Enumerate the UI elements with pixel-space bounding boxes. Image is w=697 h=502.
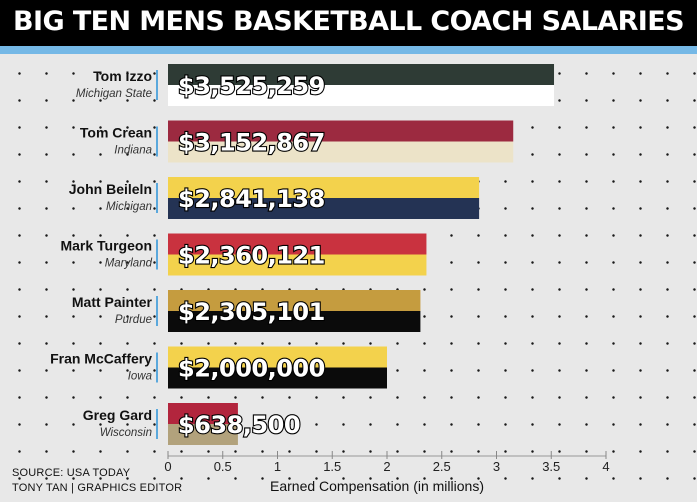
bar-bottom-4 [168,311,421,332]
salary-label-3: $2,360,121 [178,242,325,270]
x-tick-label-3: 1.5 [323,459,341,474]
school-name-6: Wisconsin [100,427,152,439]
x-tick-label-7: 3.5 [542,459,560,474]
x-tick-label-8: 4 [602,459,609,474]
x-tick-label-5: 2.5 [433,459,451,474]
bar-top-2 [168,177,480,198]
author-credit: TONY TAN | GRAPHICS EDITOR [12,482,183,494]
x-axis-title: Earned Compensation (in millions) [270,478,484,494]
bar-bottom-3 [168,254,427,276]
bar-bottom-1 [168,141,514,163]
x-tick-label-1: 0.5 [214,459,232,474]
label-divider-2 [156,183,158,213]
salary-label-2: $2,841,138 [178,185,325,213]
salary-label-0: $3,525,259 [178,72,325,100]
coach-name-3: Mark Turgeon [60,238,152,254]
source-credit: SOURCE: USA TODAY [12,467,131,479]
bar-bottom-6 [168,424,238,445]
salary-label-5: $2,000,000 [178,355,325,383]
label-divider-4 [156,296,158,326]
bar-top-0 [168,64,555,85]
coach-name-0: Tom Izzo [93,68,152,84]
header-accent-stripe [0,46,697,54]
label-divider-5 [156,352,158,383]
label-divider-0 [156,70,158,100]
coach-name-5: Fran McCaffery [50,351,152,367]
header-banner: BIG TEN MENS BASKETBALL COACH SALARIES [0,0,697,46]
coach-name-6: Greg Gard [83,407,152,423]
label-divider-3 [156,239,158,270]
bar-top-4 [168,290,421,311]
school-name-3: Maryland [105,258,153,270]
label-divider-6 [156,409,158,439]
bar-bottom-2 [168,198,480,219]
salary-label-4: $2,305,101 [178,298,325,326]
x-tick-label-6: 3 [493,459,500,474]
bar-bottom-0 [168,85,555,106]
x-tick-label-4: 2 [383,459,390,474]
x-tick-label-2: 1 [274,459,281,474]
salary-label-1: $3,152,867 [178,129,325,157]
label-divider-1 [156,126,158,157]
bar-top-5 [168,346,387,368]
coach-name-2: John Beileln [69,181,152,197]
bar-bottom-5 [168,367,387,389]
school-name-4: Purdue [115,314,152,326]
bar-top-3 [168,233,427,255]
coach-name-4: Matt Painter [72,294,153,310]
page-title: BIG TEN MENS BASKETBALL COACH SALARIES [13,6,685,37]
coach-name-1: Tom Crean [80,125,152,141]
x-tick-label-0: 0 [164,459,171,474]
school-name-5: Iowa [128,371,152,383]
salary-label-6: $638,500 [178,411,300,439]
school-name-2: Michigan [106,201,152,213]
school-name-0: Michigan State [76,88,152,100]
bar-top-6 [168,403,238,424]
bar-top-1 [168,120,514,142]
school-name-1: Indiana [114,145,152,157]
